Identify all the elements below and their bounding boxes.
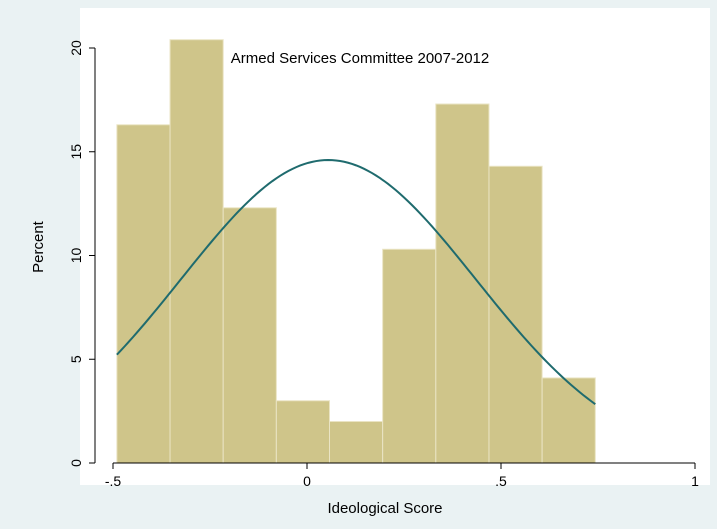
histogram-bar-3: [222, 207, 277, 464]
y-tick-label: 20: [68, 40, 84, 56]
histogram-bar-2: [169, 39, 224, 464]
x-tick-label: 1: [691, 473, 699, 489]
histogram-bar-7: [435, 103, 490, 464]
histogram-bar-5: [329, 421, 384, 464]
y-tick-label: 15: [68, 144, 84, 160]
x-tick-label: .5: [495, 473, 507, 489]
histogram-bar-1: [116, 124, 171, 464]
x-tick-label: -.5: [105, 473, 122, 489]
histogram-bar-6: [382, 248, 437, 464]
histogram-bar-4: [275, 400, 331, 464]
normal-density-curve: [116, 159, 596, 405]
histogram-bar-9: [541, 377, 596, 464]
y-tick-label: 10: [68, 248, 84, 264]
x-tick-label: 0: [303, 473, 311, 489]
y-tick-label: 0: [68, 459, 84, 467]
bars-group: [116, 39, 596, 464]
y-tick-label: 5: [68, 355, 84, 363]
chart-title: Armed Services Committee 2007-2012: [231, 50, 489, 67]
y-axis-title: Percent: [30, 220, 47, 273]
histogram-bar-8: [488, 165, 543, 464]
x-axis-title: Ideological Score: [327, 500, 442, 517]
